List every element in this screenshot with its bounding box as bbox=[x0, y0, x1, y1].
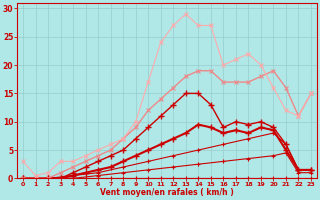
X-axis label: Vent moyen/en rafales ( km/h ): Vent moyen/en rafales ( km/h ) bbox=[100, 188, 234, 197]
